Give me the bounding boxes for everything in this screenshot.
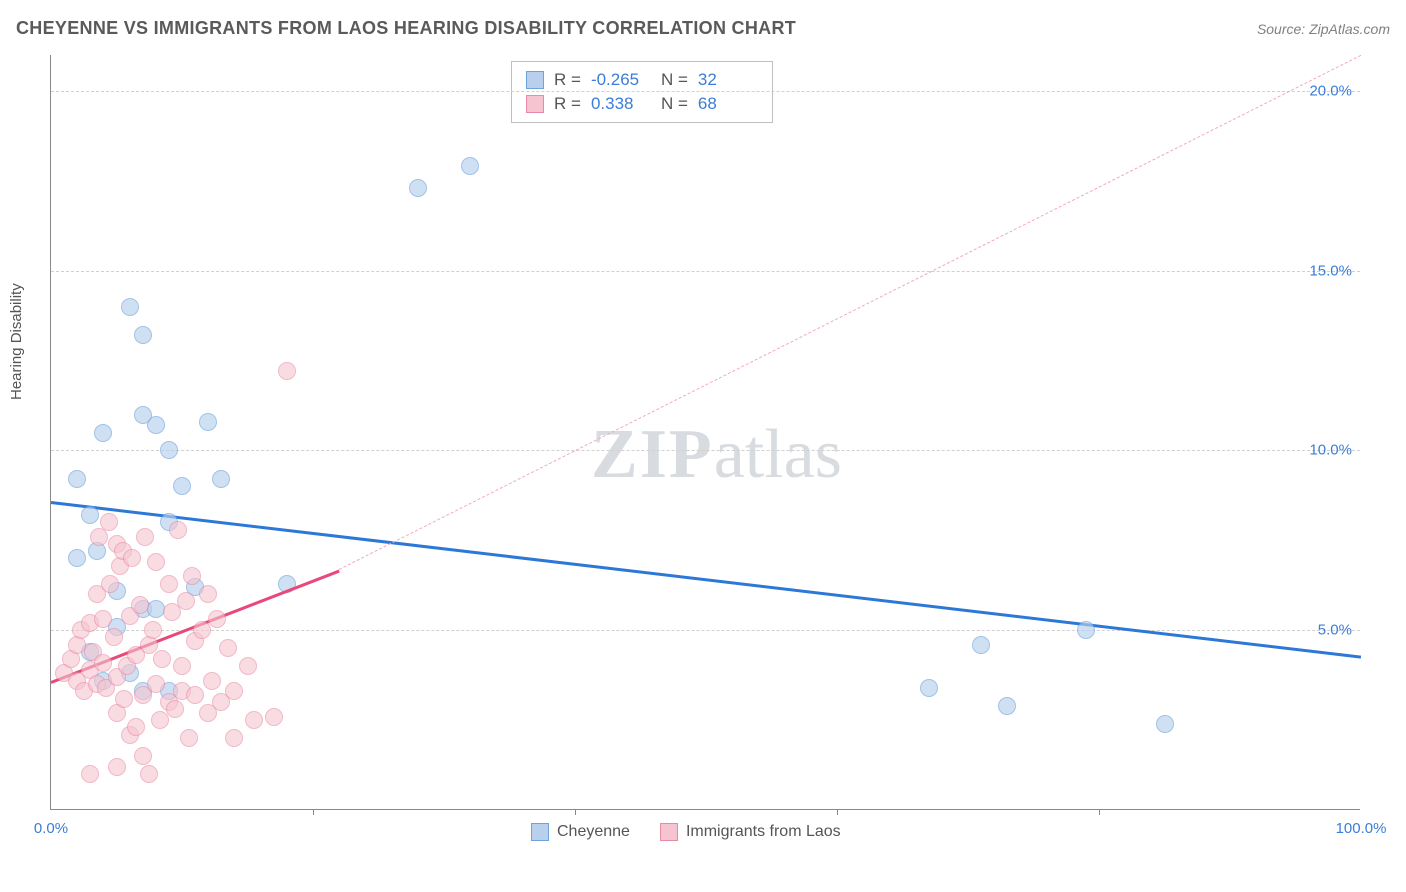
legend-series-item: Cheyenne — [531, 823, 630, 841]
x-tick-label: 100.0% — [1336, 820, 1387, 837]
data-point — [173, 657, 191, 675]
data-point — [219, 639, 237, 657]
data-point — [972, 636, 990, 654]
data-point — [147, 675, 165, 693]
data-point — [208, 610, 226, 628]
legend-r-label: R = — [554, 94, 581, 114]
legend-n-label: N = — [661, 94, 688, 114]
data-point — [1156, 715, 1174, 733]
legend-r-value: 0.338 — [591, 94, 651, 114]
x-tick-label: 0.0% — [34, 820, 68, 837]
legend-series-item: Immigrants from Laos — [660, 823, 841, 841]
data-point — [81, 506, 99, 524]
data-point — [160, 441, 178, 459]
data-point — [136, 528, 154, 546]
data-point — [151, 711, 169, 729]
chart-title: CHEYENNE VS IMMIGRANTS FROM LAOS HEARING… — [16, 18, 796, 39]
legend-series-label: Immigrants from Laos — [686, 823, 841, 841]
correlation-legend: R = -0.265 N = 32 R = 0.338 N = 68 — [511, 61, 773, 123]
data-point — [101, 575, 119, 593]
data-point — [998, 697, 1016, 715]
data-point — [108, 758, 126, 776]
data-point — [203, 672, 221, 690]
data-point — [134, 326, 152, 344]
data-point — [183, 567, 201, 585]
legend-stat-row: R = -0.265 N = 32 — [526, 68, 758, 92]
data-point — [225, 682, 243, 700]
gridline — [51, 630, 1360, 631]
data-point — [1077, 621, 1095, 639]
data-point — [131, 596, 149, 614]
data-point — [121, 298, 139, 316]
data-point — [115, 690, 133, 708]
legend-swatch — [531, 823, 549, 841]
data-point — [94, 654, 112, 672]
data-point — [134, 747, 152, 765]
legend-r-value: -0.265 — [591, 70, 651, 90]
data-point — [68, 549, 86, 567]
data-point — [147, 553, 165, 571]
legend-n-label: N = — [661, 70, 688, 90]
data-point — [193, 621, 211, 639]
y-tick-label: 10.0% — [1309, 442, 1352, 459]
y-tick-label: 20.0% — [1309, 82, 1352, 99]
x-tick-mark — [575, 809, 576, 815]
data-point — [81, 765, 99, 783]
chart-source: Source: ZipAtlas.com — [1257, 21, 1390, 37]
x-tick-mark — [837, 809, 838, 815]
data-point — [100, 513, 118, 531]
legend-stat-row: R = 0.338 N = 68 — [526, 92, 758, 116]
data-point — [166, 700, 184, 718]
data-point — [127, 718, 145, 736]
trend-line-extrapolated — [339, 55, 1361, 570]
data-point — [212, 470, 230, 488]
chart-header: CHEYENNE VS IMMIGRANTS FROM LAOS HEARING… — [16, 18, 1390, 39]
data-point — [94, 424, 112, 442]
data-point — [177, 592, 195, 610]
gridline — [51, 271, 1360, 272]
data-point — [160, 575, 178, 593]
legend-swatch — [526, 71, 544, 89]
data-point — [134, 406, 152, 424]
data-point — [173, 477, 191, 495]
data-point — [140, 765, 158, 783]
gridline — [51, 450, 1360, 451]
data-point — [239, 657, 257, 675]
data-point — [169, 521, 187, 539]
x-tick-mark — [1099, 809, 1100, 815]
data-point — [225, 729, 243, 747]
data-point — [186, 686, 204, 704]
data-point — [105, 628, 123, 646]
data-point — [199, 585, 217, 603]
y-tick-label: 5.0% — [1318, 622, 1352, 639]
data-point — [199, 413, 217, 431]
trend-line — [51, 501, 1361, 659]
legend-series-label: Cheyenne — [557, 823, 630, 841]
legend-n-value: 68 — [698, 94, 758, 114]
legend-r-label: R = — [554, 70, 581, 90]
data-point — [144, 621, 162, 639]
legend-n-value: 32 — [698, 70, 758, 90]
watermark: ZIPatlas — [591, 415, 842, 495]
data-point — [461, 157, 479, 175]
x-tick-mark — [313, 809, 314, 815]
data-point — [409, 179, 427, 197]
gridline — [51, 91, 1360, 92]
data-point — [920, 679, 938, 697]
data-point — [123, 549, 141, 567]
data-point — [245, 711, 263, 729]
y-axis-label: Hearing Disability — [8, 283, 25, 400]
legend-swatch — [660, 823, 678, 841]
legend-swatch — [526, 95, 544, 113]
data-point — [94, 610, 112, 628]
data-point — [153, 650, 171, 668]
data-point — [265, 708, 283, 726]
series-legend: Cheyenne Immigrants from Laos — [531, 823, 841, 841]
y-tick-label: 15.0% — [1309, 262, 1352, 279]
scatter-plot: ZIPatlas R =-0.265N =32R =0.338N =68 Che… — [50, 55, 1360, 810]
data-point — [278, 362, 296, 380]
data-point — [68, 470, 86, 488]
data-point — [180, 729, 198, 747]
